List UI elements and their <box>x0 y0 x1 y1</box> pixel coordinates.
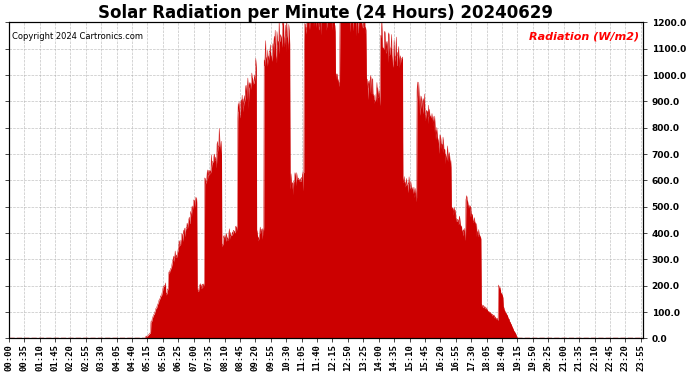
Text: Radiation (W/m2): Radiation (W/m2) <box>529 32 640 42</box>
Text: Copyright 2024 Cartronics.com: Copyright 2024 Cartronics.com <box>12 32 143 41</box>
Title: Solar Radiation per Minute (24 Hours) 20240629: Solar Radiation per Minute (24 Hours) 20… <box>98 4 553 22</box>
